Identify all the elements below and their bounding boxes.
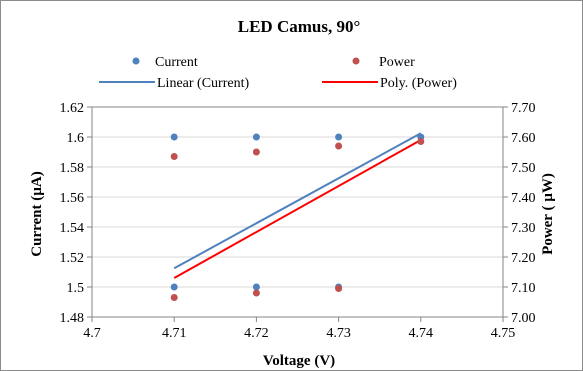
- x-tick-label: 4.75: [491, 326, 516, 341]
- legend-marker-power: [352, 57, 360, 65]
- y-right-tick-label: 7.70: [511, 101, 536, 116]
- legend-label-linear-current: Linear (Current): [157, 76, 249, 91]
- data-point-current: [252, 133, 260, 141]
- data-point-current: [335, 133, 343, 141]
- data-points: [170, 133, 425, 301]
- y-right-tick-label: 7.00: [511, 311, 536, 326]
- data-point-current: [170, 283, 178, 291]
- y-right-tick-labels: 7.00 7.10 7.20 7.30 7.40 7.50 7.60 7.70: [503, 101, 536, 326]
- trendline-linear-current: [173, 132, 422, 270]
- legend-label-current: Current: [155, 55, 198, 70]
- y-right-axis-label: Power ( µW): [540, 173, 556, 255]
- legend: Current Power Linear (Current) Poly. (Po…: [99, 55, 457, 91]
- data-point-power: [335, 285, 343, 292]
- chart-title: LED Camus, 90°: [238, 17, 361, 36]
- data-point-power: [252, 148, 260, 156]
- y-left-tick-label: 1.6: [67, 131, 85, 146]
- x-tick-label: 4.72: [244, 326, 269, 341]
- y-left-tick-label: 1.5: [67, 281, 85, 296]
- y-right-tick-label: 7.10: [511, 281, 536, 296]
- x-tick-label: 4.7: [83, 326, 101, 341]
- y-left-tick-label: 1.52: [60, 251, 85, 266]
- data-point-power: [252, 289, 260, 297]
- legend-label-poly-power: Poly. (Power): [380, 76, 457, 91]
- x-tick-label: 4.74: [409, 326, 434, 341]
- y-right-tick-label: 7.60: [511, 131, 536, 146]
- trendline-poly-power: [173, 139, 422, 279]
- trendlines: [173, 132, 422, 279]
- y-left-tick-label: 1.58: [60, 161, 85, 176]
- y-right-tick-label: 7.50: [511, 161, 536, 176]
- y-right-tick-label: 7.20: [511, 251, 536, 266]
- y-right-tick-label: 7.30: [511, 221, 536, 236]
- data-point-power: [417, 138, 425, 145]
- data-point-power: [170, 294, 178, 301]
- plot-border: [91, 106, 504, 318]
- y-left-tick-labels: 1.48 1.5 1.52 1.54 1.56 1.58 1.6 1.62: [60, 101, 92, 326]
- x-tick-label: 4.73: [326, 326, 351, 341]
- y-left-tick-label: 1.54: [60, 221, 85, 236]
- x-axis-label: Voltage (V): [263, 353, 335, 369]
- data-point-power: [335, 142, 343, 150]
- y-left-axis-label: Current (µA): [29, 171, 45, 256]
- y-left-tick-label: 1.48: [60, 311, 85, 326]
- data-point-power: [170, 153, 178, 160]
- y-right-tick-label: 7.40: [511, 191, 536, 206]
- y-left-tick-label: 1.62: [60, 101, 85, 116]
- plot-border-rect: [91, 106, 504, 318]
- x-tick-label: 4.71: [162, 326, 187, 341]
- data-point-current: [252, 283, 260, 291]
- y-left-tick-label: 1.56: [60, 191, 85, 206]
- x-tick-labels: 4.7 4.71 4.72 4.73 4.74 4.75: [83, 317, 515, 341]
- legend-label-power: Power: [379, 55, 415, 70]
- gridlines: [92, 106, 503, 318]
- legend-marker-current: [132, 57, 140, 65]
- data-point-current: [170, 133, 178, 141]
